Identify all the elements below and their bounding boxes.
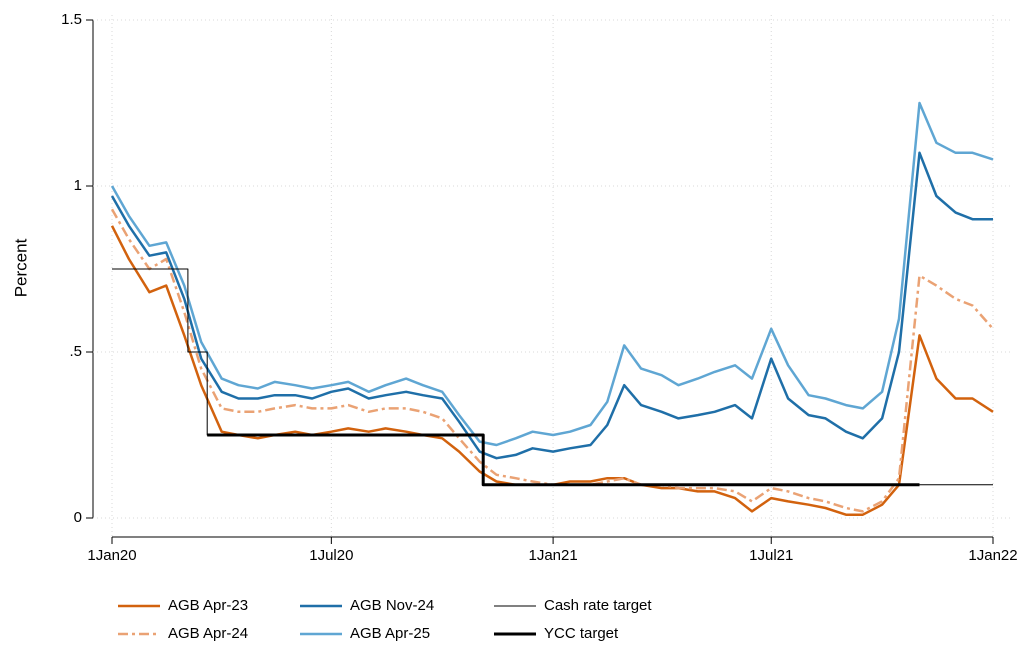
y-axis-label: Percent [11,238,30,297]
x-tick-label: 1Jan21 [528,547,577,564]
x-tick-label: 1Jan22 [968,547,1017,564]
x-tick-label: 1Jan20 [87,547,136,564]
legend-label: AGB Apr-24 [168,625,248,642]
legend-label: AGB Apr-23 [168,597,248,614]
x-tick-label: 1Jul21 [749,547,793,564]
y-tick-label: 1 [74,177,82,194]
y-tick-label: 1.5 [61,11,82,28]
y-tick-label: 0 [74,509,82,526]
y-tick-label: .5 [69,343,82,360]
series-line [110,151,993,460]
legend-label: AGB Nov-24 [350,597,434,614]
legend-label: YCC target [544,625,619,642]
x-tick-label: 1Jul20 [309,547,353,564]
legend-label: AGB Apr-25 [350,625,430,642]
series-line [110,101,994,447]
series-line [207,433,920,487]
legend-label: Cash rate target [544,597,652,614]
